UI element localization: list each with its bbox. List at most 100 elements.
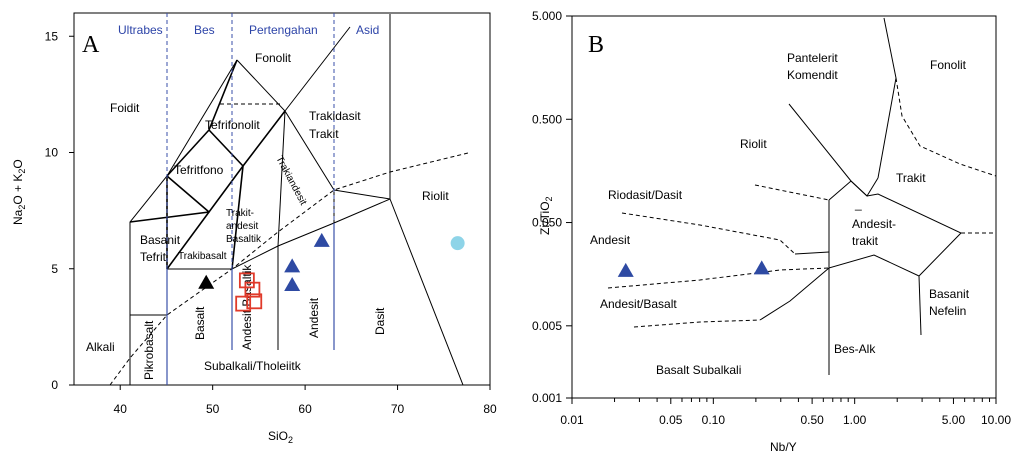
chart-a-xtick-label: 70 [391,402,405,416]
chart-a-data-point [198,274,215,289]
chart-a-xtick-label: 40 [114,402,128,416]
chart-a-xtick-label: 50 [206,402,220,416]
chart-a-ticks: 40 50 60 70 80 0 5 10 15 [45,29,497,416]
chart-a-data-point [246,293,263,310]
chart-a-panel-label: A [82,32,100,58]
region-riolit: Riolit [422,189,449,203]
chart-b-ytick-label: 0.500 [532,112,562,126]
region-andesit-trakit-1: Andesit- [852,217,896,231]
boundary-foidit [129,59,238,315]
label-bes: Bes [194,23,215,37]
boundary-tefrit [166,59,238,269]
region-subalkali: Subalkali/Tholeiitk [204,359,302,373]
region-riodasit: Riodasit/Dasit [608,188,683,202]
region-andesit: Andesit [307,297,321,338]
region-pantelerit: Pantelerit [787,51,838,65]
chart-b-xtick-label: 0.05 [659,413,683,427]
chart-a-data-point [238,272,255,289]
region-trakibasalt: Trakibasalt [178,251,227,262]
dash-fonolit [895,77,997,177]
region-trakiandesit: Trakiandesit [273,154,308,207]
region-andesit-trakit-2: trakit [852,234,879,248]
chart-a-markers [198,232,465,312]
region-trakit-b: Trakit [896,171,926,185]
chart-a-ytick-label: 0 [51,378,58,392]
region-basanit: Basanit [140,233,181,247]
region-trakiandesit-basaltik-3: Basaltik [226,234,262,245]
chart-b-ytick-label: 0.001 [532,391,562,405]
chart-b-boundaries [607,17,997,375]
boundary-andesit-trakit [828,193,962,277]
boundary-pantelerit [788,103,868,197]
region-fonolit: Fonolit [255,51,292,65]
boundary-tefrifonolit [208,129,244,270]
alkali-subalkali-divide [109,152,469,386]
label-ultrabes: Ultrabes [118,23,163,37]
chart-a-rock-type-dividers [166,13,335,385]
region-dasit: Dasit [373,307,387,335]
dash-riolit [754,184,830,201]
region-riolit-b: Riolit [740,137,767,151]
region-foidit: Foidit [110,101,140,115]
chart-b: 0.01 0.05 0.10 0.50 1.00 5.00 10.00 0.001 0.005 0… [532,9,1011,454]
chart-b-xtick-label: 10.00 [981,413,1011,427]
region-trakidasit: Trakidasit [309,109,361,123]
chart-a-data-point [450,236,465,251]
chart-a-ytick-label: 5 [51,262,58,276]
region-pikrobasalt: Pikrobasalt [142,320,156,380]
label-asid: Asid [356,23,379,37]
boundary-tefritfono [166,211,210,270]
boundary-basanit [918,275,922,336]
boundary-basanit-top [166,175,210,213]
chart-a: 40 50 60 70 80 0 5 10 15 [11,12,497,445]
chart-b-xtick-label: 5.00 [942,413,966,427]
boundary-riolit-trakit [828,177,879,201]
region-basalt: Basalt [193,306,207,340]
chart-b-ytick-label: 0.005 [532,319,562,333]
chart-a-ytick-label: 15 [45,29,59,43]
region-trakiandesit-basaltik-1: Trakit- [226,208,254,219]
region-komendit: Komendit [787,68,838,82]
chart-a-data-point [313,232,330,247]
region-nefelin: Nefelin [929,304,966,318]
boundary-dasit [333,198,464,386]
boundary-fonolit-b [877,17,897,179]
region-tefrifonolit: Tefrifonolit [205,118,260,132]
boundary-andesit [794,251,830,255]
region-trakit: Trakit [309,127,339,141]
boundary-trakiandesit [242,26,351,167]
chart-b-xtick-label: 0.01 [560,413,584,427]
chart-b-ticks: 0.01 0.05 0.10 0.50 1.00 5.00 10.00 0.001 0.005 0… [532,9,1011,427]
region-tefritfono: Tefritfono [174,163,224,177]
region-andesit-b: Andesit [590,233,631,247]
chart-a-data-point [284,277,301,292]
dash-andesit [607,267,830,289]
chart-b-ytick-label: 5.000 [532,9,562,23]
dash-andesit-basalt [633,319,761,328]
chart-a-data-point [284,258,301,273]
region-alkali: Alkali [86,340,115,354]
region-basalt-subalkali: Basalt Subalkali [656,363,741,377]
chart-b-data-point [753,260,770,275]
chart-a-data-point [244,281,261,298]
region-trakiandesit-basaltik-2: andesit [226,221,258,232]
chart-b-ylabel: Zr/TiO2 [538,196,554,235]
chart-a-xlabel: SiO2 [268,429,293,445]
chart-b-xlabel: Nb/Y [770,440,797,454]
dash-riodasit [621,212,796,255]
chart-a-ytick-label: 10 [45,146,59,160]
chart-a-boundaries [109,14,469,386]
chart-b-xtick-label: 0.50 [800,413,824,427]
chart-b-panel-label: B [588,32,604,58]
region-besalk: Bes-Alk [834,342,876,356]
chart-a-xtick-label: 60 [298,402,312,416]
region-andesit-basalt: Andesit/Basalt [600,297,677,311]
boundary-andesit-basalt [759,267,830,321]
region-tefrit: Tefrit [140,250,167,264]
label-pertengahan: Pertengahan [249,23,318,37]
chart-a-ylabel: Na2O + K2O [11,159,27,225]
boundary-riolit [333,14,391,200]
chart-b-frame [571,15,997,399]
chart-b-markers [617,260,770,277]
